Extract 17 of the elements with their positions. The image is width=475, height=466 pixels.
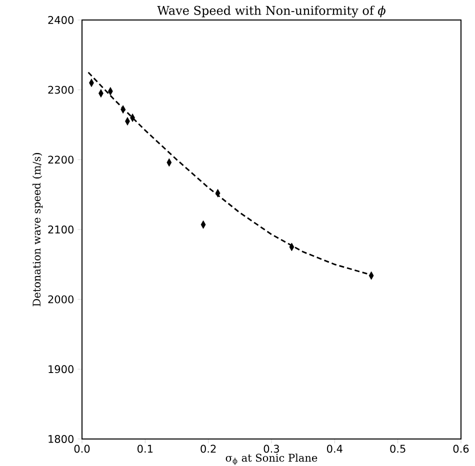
y-axis-title: Detonation wave speed (m/s) xyxy=(32,153,43,306)
x-axis-title: σ$_{ϕ}$ at Sonic Plane xyxy=(226,454,318,465)
x-tick-label: 0.0 xyxy=(74,444,90,453)
y-tick-label: 1800 xyxy=(48,435,74,443)
x-tick-label: 0.3 xyxy=(264,444,279,453)
x-tick-label: 0.1 xyxy=(138,444,153,453)
chart-title: Wave Speed with Non-uniformity of ϕ xyxy=(157,6,386,18)
y-tick-label: 2300 xyxy=(48,86,74,94)
y-tick-label: 1900 xyxy=(48,365,74,374)
x-tick-label: 0.4 xyxy=(327,444,342,453)
y-tick-label: 2400 xyxy=(48,16,74,24)
x-tick-label: 0.6 xyxy=(453,444,469,453)
x-tick-label: 0.5 xyxy=(390,444,406,453)
y-tick-label: 2200 xyxy=(48,156,74,164)
y-tick-label: 2100 xyxy=(48,226,74,234)
y-tick-label: 2000 xyxy=(48,295,74,304)
x-tick-label: 0.2 xyxy=(200,444,216,453)
